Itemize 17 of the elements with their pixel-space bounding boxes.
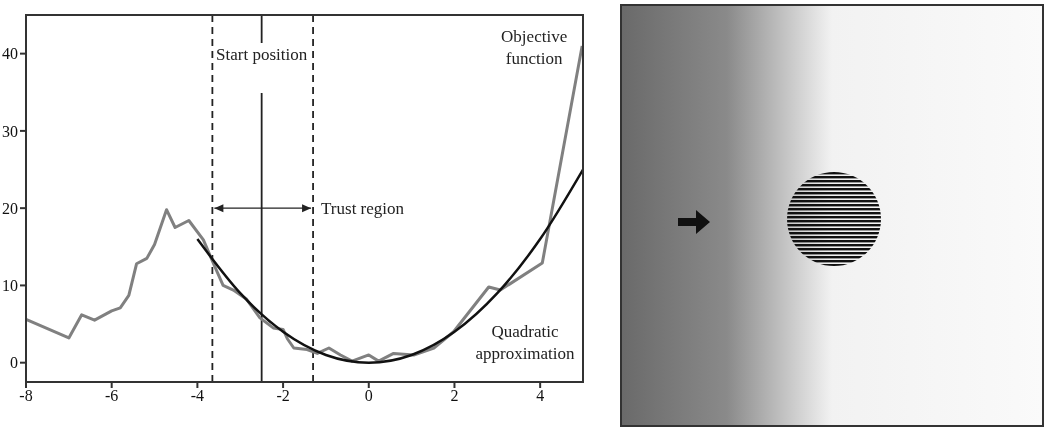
y-tick-label: 0: [10, 354, 18, 372]
y-tick-label: 30: [2, 122, 18, 140]
series-label: Quadratic approximation: [475, 321, 576, 363]
y-tick-label: 10: [2, 277, 18, 295]
y-tick-label: 40: [2, 45, 18, 63]
x-tick-label: 2: [450, 387, 459, 405]
x-tick-label: 0: [364, 387, 373, 405]
annotation: Trust region: [321, 199, 405, 219]
ref-line-label: Start position: [216, 45, 308, 64]
series-label: Objective function: [501, 26, 568, 68]
x-tick-label: -8: [19, 387, 33, 405]
x-tick-label: -6: [105, 387, 119, 405]
y-tick-label: 20: [2, 199, 18, 217]
line-series: [196, 168, 583, 364]
x-tick-label: -4: [190, 387, 205, 405]
x-tick-label: -2: [276, 387, 290, 405]
x-tick-label: 4: [536, 387, 545, 405]
